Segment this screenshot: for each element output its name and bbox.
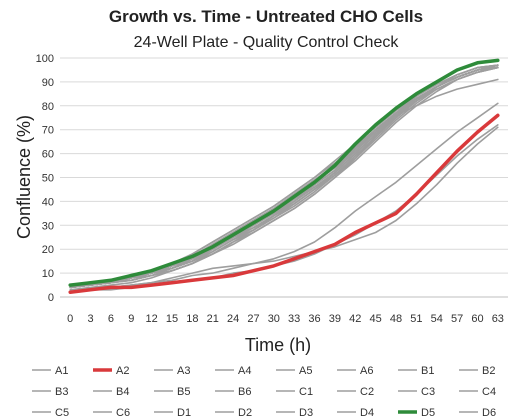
x-axis-ticks: 0 3 6 9 12 15 18 21 24 27 30 33 36 39 42 45 48 51 54 57 60 63	[67, 313, 504, 325]
legend-label-a3: A3	[177, 365, 190, 377]
series-line-d6	[69, 66, 499, 289]
series-line-d1	[69, 126, 499, 294]
x-tick-label: 27	[247, 313, 259, 325]
x-tick-label: 36	[308, 313, 320, 325]
x-tick-label: 42	[349, 313, 361, 325]
y-tick-label: 90	[42, 77, 54, 89]
y-axis-title: Confluence (%)	[14, 115, 34, 239]
series-line-d3	[69, 66, 499, 289]
legend-label-a6: A6	[360, 365, 373, 377]
x-tick-label: 0	[67, 313, 73, 325]
x-tick-label: 48	[390, 313, 402, 325]
x-tick-label: 57	[451, 313, 463, 325]
legend-label-a4: A4	[238, 365, 251, 377]
y-tick-label: 100	[36, 53, 54, 65]
y-tick-label: 10	[42, 268, 54, 280]
legend-label-d1: D1	[177, 407, 191, 418]
chart-subtitle: 24-Well Plate - Quality Control Check	[134, 34, 400, 51]
legend-label-c1: C1	[299, 386, 313, 398]
x-tick-label: 33	[288, 313, 300, 325]
x-tick-label: 18	[186, 313, 198, 325]
legend-label-c2: C2	[360, 386, 374, 398]
legend: A1 A2 A3 A4 A5 A6 B1 B2 B3 B4 B5 B6 C1 C2 C3 C4 C5 C6 D1 D2…	[32, 365, 496, 418]
legend-label-c5: C5	[55, 407, 69, 418]
legend-label-d6: D6	[482, 407, 496, 418]
legend-label-d5: D5	[421, 407, 435, 418]
x-tick-label: 63	[492, 313, 504, 325]
x-tick-label: 30	[268, 313, 280, 325]
y-axis-ticks: 0 10 20 30 40 50 60 70 80 90 100	[36, 53, 54, 304]
legend-label-c4: C4	[482, 386, 496, 398]
y-tick-label: 0	[48, 292, 54, 304]
x-tick-label: 15	[166, 313, 178, 325]
legend-label-c6: C6	[116, 407, 130, 418]
x-tick-label: 54	[431, 313, 443, 325]
series-lines	[68, 58, 500, 294]
x-tick-label: 6	[108, 313, 114, 325]
y-tick-label: 60	[42, 149, 54, 161]
x-tick-label: 45	[370, 313, 382, 325]
legend-label-a1: A1	[55, 365, 68, 377]
series-line-c6	[69, 66, 499, 289]
legend-label-d3: D3	[299, 407, 313, 418]
x-axis-title: Time (h)	[245, 335, 311, 355]
legend-label-a2: A2	[116, 365, 129, 377]
x-tick-label: 51	[410, 313, 422, 325]
x-tick-label: 39	[329, 313, 341, 325]
y-tick-label: 40	[42, 196, 54, 208]
series-line-d5	[68, 58, 500, 287]
y-tick-label: 80	[42, 101, 54, 113]
x-tick-label: 12	[146, 313, 158, 325]
legend-label-b1: B1	[421, 365, 434, 377]
legend-label-b5: B5	[177, 386, 190, 398]
y-tick-label: 50	[42, 173, 54, 185]
x-tick-label: 60	[471, 313, 483, 325]
y-tick-label: 30	[42, 220, 54, 232]
legend-label-b6: B6	[238, 386, 251, 398]
x-tick-label: 24	[227, 313, 239, 325]
legend-label-c3: C3	[421, 386, 435, 398]
chart-title: Growth vs. Time - Untreated CHO Cells	[109, 7, 423, 26]
legend-label-d4: D4	[360, 407, 374, 418]
x-tick-label: 3	[87, 313, 93, 325]
legend-label-d2: D2	[238, 407, 252, 418]
x-tick-label: 9	[128, 313, 134, 325]
y-tick-label: 20	[42, 244, 54, 256]
legend-label-b2: B2	[482, 365, 495, 377]
legend-label-b4: B4	[116, 386, 129, 398]
legend-label-b3: B3	[55, 386, 68, 398]
x-tick-label: 21	[207, 313, 219, 325]
series-line-a2	[68, 113, 500, 294]
legend-label-a5: A5	[299, 365, 312, 377]
y-tick-label: 70	[42, 125, 54, 137]
